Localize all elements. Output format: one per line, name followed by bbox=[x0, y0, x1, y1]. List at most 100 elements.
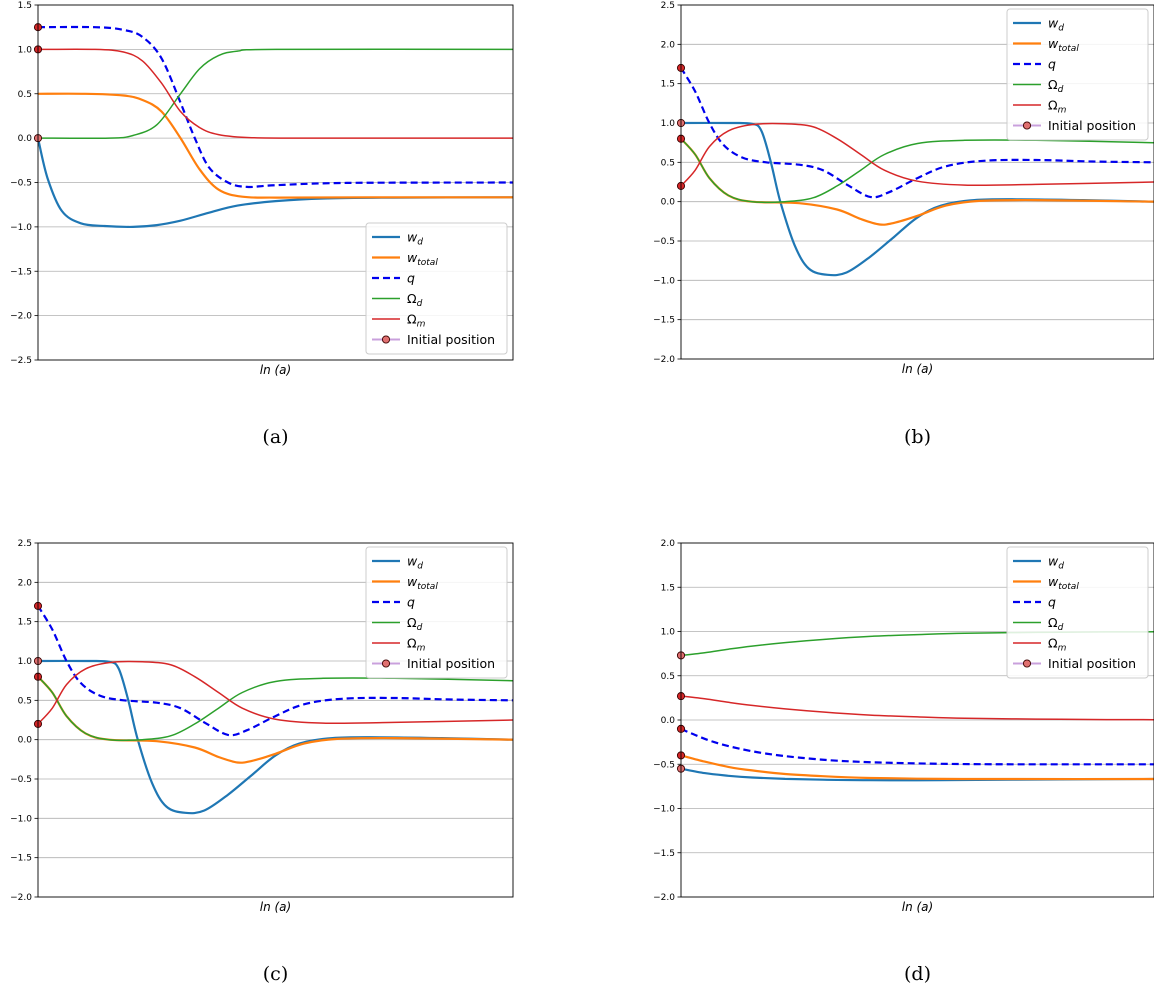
y-tick-label: 0.5 bbox=[18, 90, 32, 100]
legend-marker bbox=[381, 335, 391, 344]
legend-label: Ωd bbox=[407, 615, 423, 633]
y-tick-label: −1.5 bbox=[10, 854, 32, 864]
legend-label: wtotal bbox=[407, 574, 438, 592]
series-line-omega_d bbox=[38, 48, 513, 140]
series-line-q bbox=[681, 727, 1154, 766]
y-tick-label: −1.0 bbox=[10, 223, 32, 233]
subfigure-caption: (a) bbox=[262, 426, 288, 448]
chart-panel-b: −2.0 −1.5 −1.0 −0.5 0.0 0.5 1.0 1.5 2.0 2.5 ln (a)… bbox=[653, 1, 1154, 448]
y-tick-label: −2.0 bbox=[653, 355, 675, 365]
axes-frame bbox=[680, 542, 1154, 898]
legend-marker bbox=[1022, 121, 1032, 130]
series-line-w_d bbox=[681, 121, 1154, 277]
legend-label: q bbox=[407, 271, 415, 286]
legend-label: wd bbox=[1048, 16, 1064, 34]
series-line-omega_m bbox=[38, 48, 513, 139]
legend-box bbox=[1006, 8, 1149, 141]
y-tick-label: −0.5 bbox=[653, 760, 675, 770]
x-axis-label: ln (a) bbox=[260, 363, 291, 377]
legend-label: Ωm bbox=[1048, 98, 1067, 116]
y-tick-label: 2.0 bbox=[661, 40, 676, 50]
series-line-q bbox=[681, 67, 1154, 199]
series-line-w_total bbox=[681, 754, 1154, 781]
y-tick-label: 0.0 bbox=[661, 716, 676, 726]
legend-marker bbox=[1022, 659, 1032, 668]
series-line-omega_d bbox=[681, 138, 1154, 204]
y-tick-label: 1.5 bbox=[661, 80, 675, 90]
legend-label: Ωm bbox=[407, 636, 426, 654]
x-axis-label: ln (a) bbox=[902, 900, 933, 914]
y-tick-label: 1.5 bbox=[661, 583, 675, 593]
series-line-omega_m bbox=[681, 122, 1154, 187]
y-tick-label: 2.0 bbox=[661, 539, 676, 549]
series-line-q bbox=[38, 605, 513, 737]
legend-label: q bbox=[407, 595, 415, 610]
legend-label: q bbox=[1048, 595, 1056, 610]
legend-label: Ωm bbox=[1048, 636, 1067, 654]
y-tick-label: 1.0 bbox=[18, 45, 33, 55]
chart-panel-a: −2.5 −2.0 −1.5 −1.0 −0.5 0.0 0.5 1.0 1.5 ln (a) (a… bbox=[10, 1, 514, 448]
series-line-omega_m bbox=[38, 660, 513, 725]
legend-label: Ωd bbox=[1048, 615, 1064, 633]
y-tick-label: 0.5 bbox=[661, 672, 675, 682]
y-tick-label: −1.5 bbox=[653, 849, 675, 859]
y-tick-label: 0.5 bbox=[18, 696, 32, 706]
legend-label: Ωd bbox=[407, 291, 423, 309]
y-tick-label: 0.0 bbox=[18, 736, 33, 746]
legend-label: wd bbox=[407, 554, 423, 572]
y-tick-label: −1.0 bbox=[653, 276, 675, 286]
y-tick-label: 2.0 bbox=[18, 578, 33, 588]
axes-frame bbox=[680, 4, 1154, 360]
y-tick-label: −2.0 bbox=[653, 893, 675, 903]
y-tick-label: 1.5 bbox=[18, 1, 32, 11]
y-tick-label: 1.5 bbox=[18, 618, 32, 628]
subfigure-caption: (d) bbox=[904, 963, 931, 985]
legend: wd wtotal q Ωd Ωm Initial position bbox=[365, 222, 508, 355]
legend-label: wd bbox=[1048, 554, 1064, 572]
legend-label: Initial position bbox=[407, 332, 495, 347]
series-line-omega_m bbox=[681, 695, 1154, 721]
legend-label: wtotal bbox=[1048, 574, 1079, 592]
y-tick-label: −1.5 bbox=[653, 316, 675, 326]
y-tick-label: −0.5 bbox=[10, 179, 32, 189]
legend-label: Initial position bbox=[407, 656, 495, 671]
subfigure-caption: (b) bbox=[904, 426, 931, 448]
series-line-w_d bbox=[38, 659, 513, 815]
legend: wd wtotal q Ωd Ωm Initial position bbox=[1006, 8, 1149, 141]
legend-label: Ωm bbox=[407, 312, 426, 330]
legend-label: Initial position bbox=[1048, 118, 1136, 133]
y-tick-label: 2.5 bbox=[661, 1, 675, 11]
y-tick-label: 1.0 bbox=[661, 119, 676, 129]
y-tick-label: −2.0 bbox=[10, 312, 32, 322]
series-line-w_total bbox=[38, 92, 513, 199]
legend-box bbox=[365, 546, 508, 679]
y-tick-label: −2.5 bbox=[10, 356, 32, 366]
axes-frame bbox=[37, 4, 514, 361]
x-axis-label: ln (a) bbox=[260, 900, 291, 914]
legend-box bbox=[1006, 546, 1149, 679]
chart-panel-d: −2.0 −1.5 −1.0 −0.5 0.0 0.5 1.0 1.5 2.0 ln (a) (d)… bbox=[653, 539, 1154, 985]
x-axis-label: ln (a) bbox=[902, 362, 933, 376]
series-line-omega_d bbox=[38, 676, 513, 742]
subfigure-caption: (c) bbox=[263, 963, 288, 985]
legend-label: q bbox=[1048, 57, 1056, 72]
y-tick-label: 0.0 bbox=[18, 134, 33, 144]
legend: wd wtotal q Ωd Ωm Initial position bbox=[365, 546, 508, 679]
y-tick-label: 0.5 bbox=[661, 158, 675, 168]
axes-frame bbox=[37, 542, 514, 898]
y-tick-label: 1.0 bbox=[661, 628, 676, 638]
y-tick-label: 1.0 bbox=[18, 657, 33, 667]
y-tick-label: −1.5 bbox=[10, 267, 32, 277]
legend-label: Ωd bbox=[1048, 77, 1064, 95]
legend-label: wtotal bbox=[1048, 36, 1079, 54]
legend-label: wtotal bbox=[407, 250, 438, 268]
legend-box bbox=[365, 222, 508, 355]
legend: wd wtotal q Ωd Ωm Initial position bbox=[1006, 546, 1149, 679]
y-tick-label: −1.0 bbox=[10, 814, 32, 824]
y-tick-label: 0.0 bbox=[661, 198, 676, 208]
y-tick-label: 2.5 bbox=[18, 539, 32, 549]
y-tick-label: −1.0 bbox=[653, 805, 675, 815]
legend-label: wd bbox=[407, 230, 423, 248]
legend-label: Initial position bbox=[1048, 656, 1136, 671]
chart-panel-c: −2.0 −1.5 −1.0 −0.5 0.0 0.5 1.0 1.5 2.0 2.5 ln (a)… bbox=[10, 539, 514, 985]
